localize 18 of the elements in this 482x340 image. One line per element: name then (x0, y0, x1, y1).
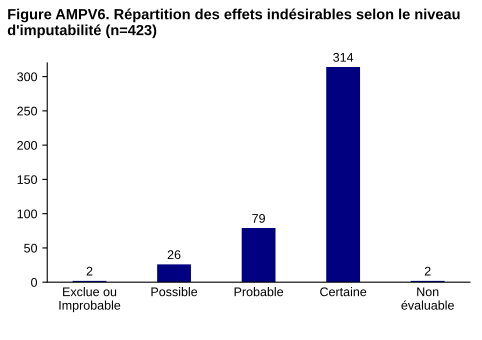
data-label: 2 (86, 266, 92, 276)
x-tick-label: Probable (234, 287, 284, 296)
y-tick-label: 150 (18, 175, 38, 184)
y-tick-label: 0 (31, 278, 38, 287)
data-label: 314 (333, 52, 354, 62)
x-tick-label: Certaine (320, 287, 366, 296)
y-tick-label: 100 (18, 209, 38, 218)
data-label: 26 (168, 250, 180, 260)
x-tick-label: Exclue ou Improbable (59, 287, 120, 312)
x-tick-label: Non évaluable (401, 288, 454, 310)
y-tick-label: 250 (17, 106, 38, 116)
chart-title: Figure AMPV6. Répartition des effets indésirables selon le niveau d'imputabilité (n=423) (8, 8, 460, 38)
y-tick-label: 300 (17, 72, 38, 82)
data-label: 79 (252, 214, 265, 223)
data-label: 2 (424, 266, 431, 276)
y-tick-label: 200 (17, 140, 38, 150)
x-tick-label: Possible (151, 287, 198, 296)
y-tick-label: 50 (24, 244, 38, 253)
